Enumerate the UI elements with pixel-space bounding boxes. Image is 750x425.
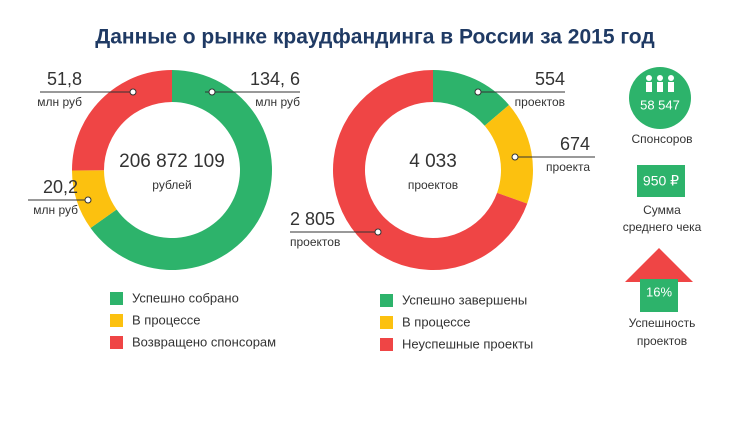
avg-check-label: Сумма [643,203,681,217]
value-unit: млн руб [255,95,300,109]
title: Данные о рынке краудфандинга в России за… [95,26,654,49]
leader-dot [474,88,482,96]
value-label: 2 805 [290,209,335,229]
legend-label: В процессе [402,314,471,329]
leader-dot [129,88,137,96]
legend-swatch [110,314,123,327]
value-label: 134, 6 [250,69,300,89]
legend-swatch [380,338,393,351]
center-unit: рублей [152,178,191,192]
value-unit: проектов [290,235,340,249]
value-label: 51,8 [47,69,82,89]
value-label: 20,2 [43,177,78,197]
value-unit: проекта [546,160,590,174]
avg-check-badge [637,165,685,197]
value-unit: млн руб [33,203,78,217]
success-fill [640,279,678,312]
avg-check-label: среднего чека [623,220,702,234]
avg-check-value: 950 ₽ [643,173,679,189]
donut-segment [72,170,117,229]
success-value: 16% [646,284,672,299]
donut-segment [433,70,509,126]
leader-dot [84,196,92,204]
legend-swatch [380,316,393,329]
legend-label: Успешно завершены [402,292,527,307]
sponsors-value: 58 547 [640,97,680,112]
leader-dot [374,228,382,236]
legend-label: Неуспешные проекты [402,336,533,351]
success-label: Успешность [629,316,696,330]
legend-swatch [380,294,393,307]
legend-swatch [110,336,123,349]
donut-segment [71,70,172,171]
donut-segment [333,70,528,270]
legend-label: Успешно собрано [132,290,239,305]
legend-swatch [110,292,123,305]
value-unit: проектов [515,95,565,109]
donut-segment [90,70,273,270]
value-label: 554 [535,69,565,89]
legend-label: Возвращено спонсорам [132,334,276,349]
center-unit: проектов [408,178,458,192]
sponsors-badge [629,67,691,129]
center-value: 206 872 109 [119,151,225,172]
leader-dot [511,153,519,161]
people-icon [646,75,674,92]
sponsors-label: Спонсоров [632,132,693,146]
leader-dot [208,88,216,96]
center-value: 4 033 [409,151,457,172]
success-label: проектов [637,334,687,348]
value-label: 674 [560,134,590,154]
donut-segment [484,104,534,204]
value-unit: млн руб [37,95,82,109]
legend-label: В процессе [132,312,201,327]
